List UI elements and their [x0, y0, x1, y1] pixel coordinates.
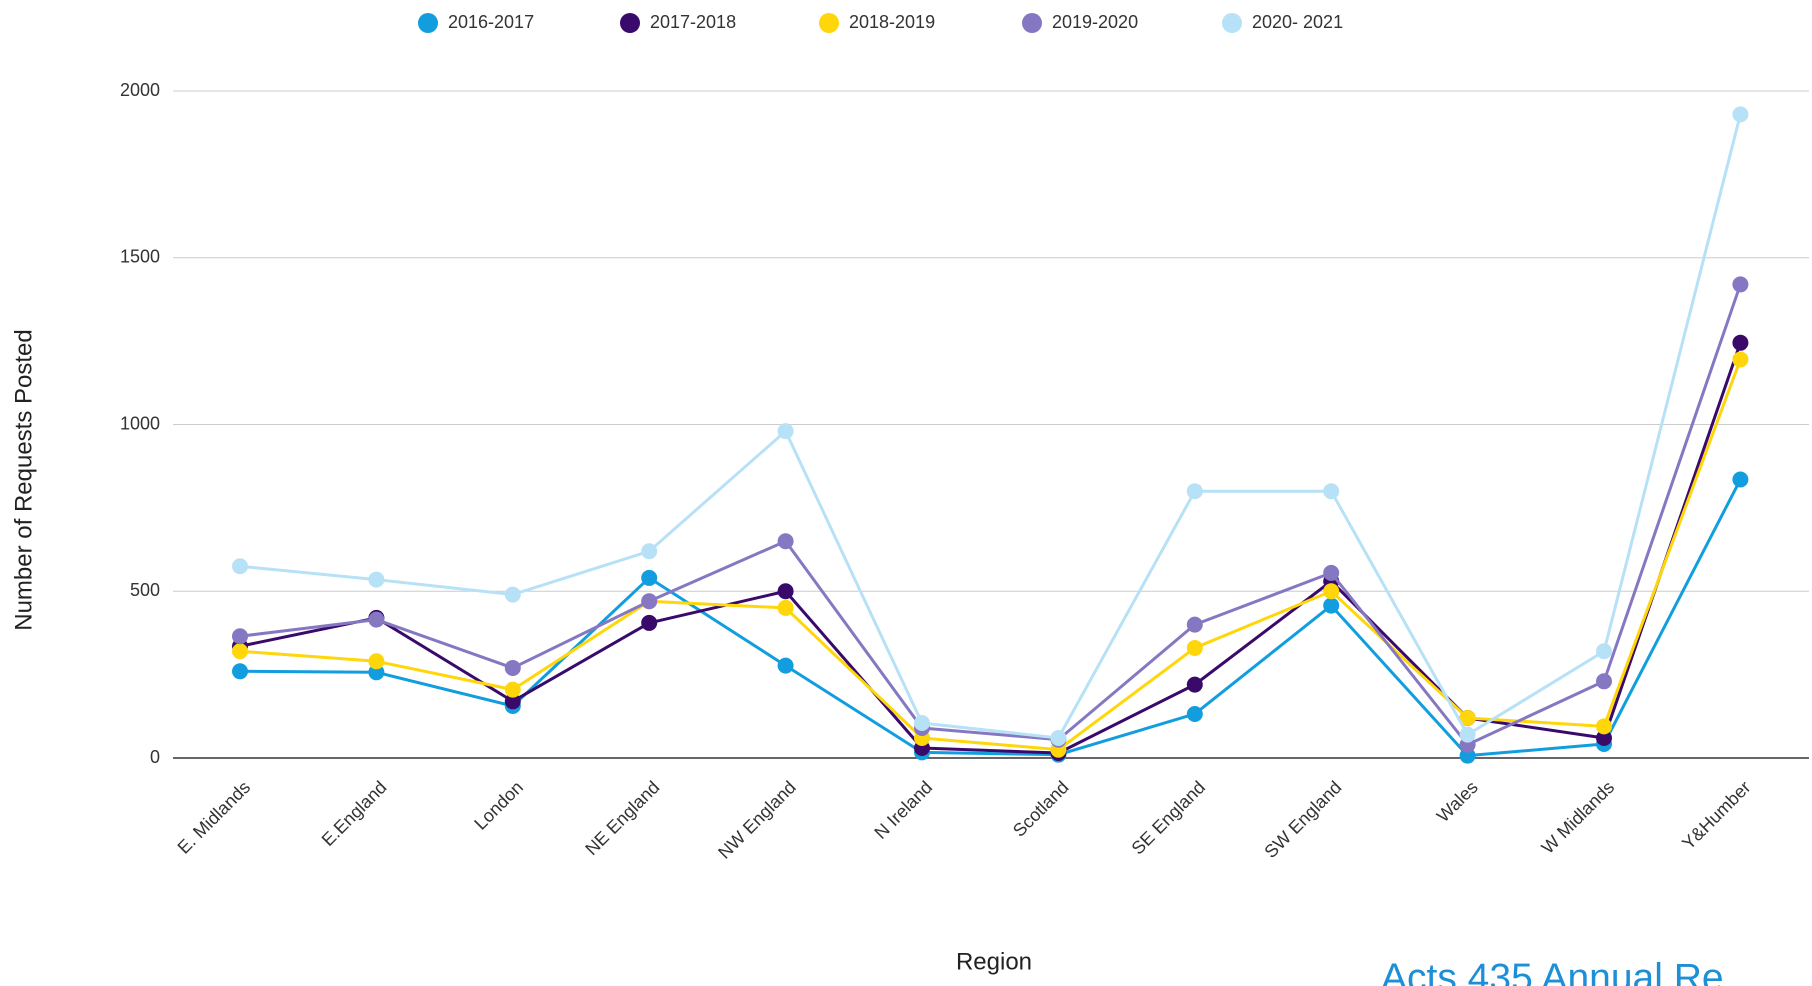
data-point — [1186, 639, 1203, 656]
x-tick-label: London — [470, 777, 527, 834]
series-line — [239, 478, 1742, 758]
y-tick-label: 500 — [130, 580, 160, 600]
data-point — [777, 583, 794, 600]
data-point — [641, 593, 658, 610]
data-point — [1732, 471, 1749, 488]
y-tick-label: 1500 — [120, 247, 160, 267]
data-point — [232, 643, 248, 660]
data-point — [777, 423, 794, 440]
data-point — [1186, 616, 1203, 633]
data-point — [504, 659, 521, 676]
series-line — [239, 113, 1742, 740]
x-tick-label: E. Midlands — [174, 777, 255, 858]
y-tick-label: 1000 — [120, 413, 160, 433]
legend-marker — [620, 13, 640, 33]
data-point — [1732, 276, 1749, 293]
series-line — [239, 358, 1742, 752]
data-point — [368, 611, 385, 628]
legend-marker — [1022, 13, 1042, 33]
data-point — [777, 599, 794, 616]
data-point — [1732, 334, 1749, 351]
data-point — [368, 664, 385, 681]
data-point — [1596, 729, 1612, 746]
data-point — [641, 543, 658, 560]
data-point — [1186, 676, 1203, 693]
legend-label: 2018-2019 — [849, 12, 935, 32]
data-point — [777, 657, 794, 674]
legend-marker — [819, 13, 839, 33]
x-tick-label: SE England — [1128, 777, 1209, 858]
data-point — [914, 714, 930, 731]
data-point — [368, 653, 385, 670]
series-line — [239, 342, 1742, 755]
data-point — [1323, 483, 1340, 500]
legend-label: 2017-2018 — [650, 12, 736, 32]
x-tick-label: N Ireland — [870, 777, 936, 843]
x-tick-label: NW England — [714, 777, 800, 863]
x-tick-label: W Midlands — [1538, 777, 1619, 858]
data-point — [232, 558, 248, 575]
data-point — [1596, 643, 1612, 660]
data-point — [232, 663, 248, 680]
data-point — [641, 614, 658, 631]
footer-text: Acts 435 Annual Re — [1381, 956, 1724, 986]
y-tick-label: 0 — [150, 747, 160, 767]
legend-marker — [1222, 13, 1242, 33]
data-point — [1459, 726, 1476, 743]
data-point — [504, 681, 521, 698]
x-tick-label: E.England — [318, 777, 391, 850]
data-point — [1459, 709, 1476, 726]
x-tick-label: SW England — [1260, 777, 1345, 862]
data-point — [1186, 483, 1203, 500]
data-point — [1323, 597, 1340, 614]
legend-label: 2016-2017 — [448, 12, 534, 32]
legend-label: 2020- 2021 — [1252, 12, 1343, 32]
data-point — [1186, 705, 1203, 722]
data-point — [232, 628, 248, 645]
series-line — [239, 283, 1742, 747]
data-point — [1323, 564, 1340, 581]
data-point — [777, 533, 794, 550]
data-point — [1596, 718, 1612, 735]
data-point — [1323, 583, 1340, 600]
y-axis-label: Number of Requests Posted — [10, 329, 37, 631]
x-tick-label: Y&Humber — [1678, 777, 1754, 853]
y-tick-label: 2000 — [120, 80, 160, 100]
data-point — [1732, 106, 1749, 123]
data-point — [368, 571, 385, 588]
x-axis-label: Region — [956, 948, 1032, 975]
legend-label: 2019-2020 — [1052, 12, 1138, 32]
x-tick-label: NE England — [581, 777, 663, 859]
data-point — [1732, 351, 1749, 368]
data-point — [504, 693, 521, 710]
data-point — [504, 586, 521, 603]
data-point — [1050, 729, 1067, 746]
data-point — [641, 569, 658, 586]
x-tick-label: Wales — [1433, 777, 1482, 826]
data-point — [1459, 747, 1476, 764]
data-point — [1596, 673, 1612, 690]
x-tick-label: Scotland — [1009, 777, 1073, 841]
legend-marker — [418, 13, 438, 33]
